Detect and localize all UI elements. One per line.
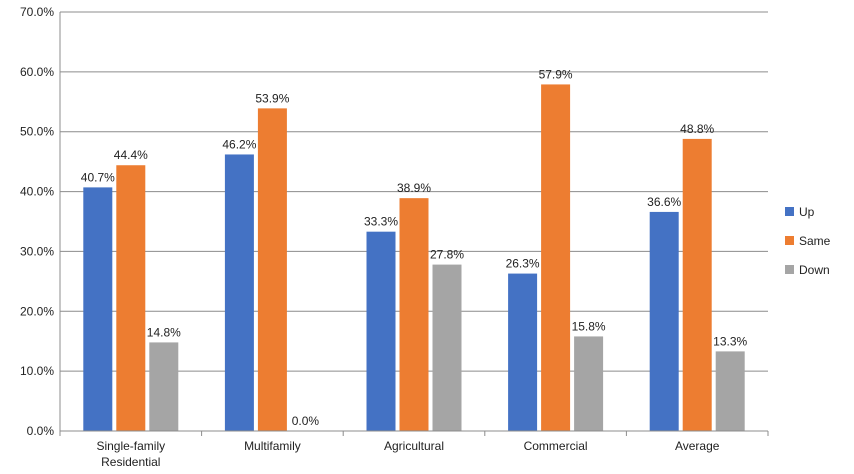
bar-down (574, 336, 604, 431)
data-label: 48.8% (680, 122, 714, 136)
x-axis: Single-family Residential Multifamily Agric… (59, 12, 769, 469)
data-label: 57.9% (539, 67, 573, 81)
data-label: 53.9% (255, 91, 289, 105)
y-axis-tick-labels: 0.0% 10.0% 20.0% 30.0% 40.0% 50.0% 60.0% 70.0% (20, 5, 54, 438)
data-label: 0.0% (292, 414, 320, 428)
bar-same (257, 108, 287, 432)
x-category-label: Single-family Residential (96, 439, 165, 469)
bar-up (83, 187, 113, 431)
data-label: 13.3% (713, 334, 747, 348)
y-tick-label: 20.0% (20, 304, 54, 318)
legend-label-down: Down (799, 263, 830, 277)
legend-label-same: Same (799, 234, 831, 248)
x-category-label-line: Multifamily (244, 439, 301, 453)
y-tick-label: 50.0% (20, 125, 54, 139)
bar-down (715, 351, 745, 431)
bar-up (508, 273, 538, 431)
x-category-label-line: Single-family (96, 439, 165, 453)
bar-same (541, 84, 571, 432)
data-label: 26.3% (506, 257, 540, 271)
bar-same (399, 198, 429, 431)
bar-up (224, 154, 254, 431)
bar-down (149, 342, 179, 431)
legend-swatch-same (785, 236, 794, 245)
x-category-label: Commercial (524, 439, 588, 453)
y-tick-label: 70.0% (20, 5, 54, 19)
x-category-label: Agricultural (384, 439, 444, 453)
bar-up (366, 231, 396, 431)
y-tick-label: 30.0% (20, 244, 54, 258)
x-category-label-line: Commercial (524, 439, 588, 453)
x-category-label: Multifamily (244, 439, 301, 453)
y-tick-label: 40.0% (20, 185, 54, 199)
bars (83, 84, 745, 432)
data-labels: 40.7% 44.4% 14.8% 46.2% 53.9% 0.0% 33.3% 38.9% 2… (81, 67, 748, 428)
legend-swatch-up (785, 207, 794, 216)
x-category-label-line: Residential (101, 455, 160, 469)
data-label: 44.4% (114, 148, 148, 162)
bar-same (116, 165, 146, 431)
x-category-label-line: Average (675, 439, 720, 453)
data-label: 46.2% (222, 137, 256, 151)
data-label: 40.7% (81, 170, 115, 184)
data-label: 38.9% (397, 181, 431, 195)
bar-down (432, 264, 462, 431)
data-label: 14.8% (147, 325, 181, 339)
legend: Up Same Down (785, 205, 831, 277)
legend-label-up: Up (799, 205, 815, 219)
legend-swatch-down (785, 265, 794, 274)
y-tick-label: 10.0% (20, 364, 54, 378)
x-category-label-line: Agricultural (384, 439, 444, 453)
data-label: 33.3% (364, 215, 398, 229)
y-tick-label: 0.0% (27, 424, 55, 438)
data-label: 15.8% (572, 319, 606, 333)
bar-up (649, 211, 679, 431)
bar-same (682, 138, 712, 431)
data-label: 27.8% (430, 248, 464, 262)
y-tick-label: 60.0% (20, 65, 54, 79)
x-category-label: Average (675, 439, 720, 453)
data-label: 36.6% (647, 195, 681, 209)
